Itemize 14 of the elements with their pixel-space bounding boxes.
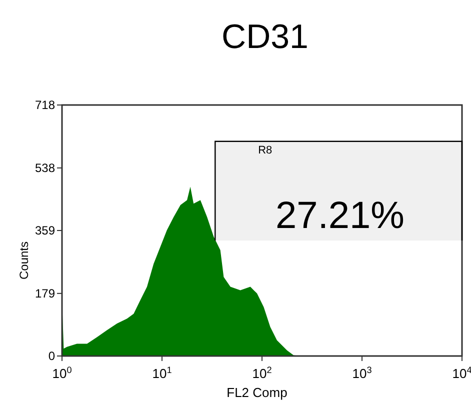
x-axis-title: FL2 Comp [226,385,288,400]
y-tick-label: 718 [34,98,56,112]
x-tick-label: 10$^{1}$ [152,365,172,381]
x-tick-label: 10$^{0}$ [52,365,72,381]
y-tick-label: 0 [48,349,56,363]
annotation: 27.21% [276,195,404,237]
x-tick-label: 10$^{2}$ [252,365,272,381]
y-tick-label: 359 [34,224,56,238]
x-tick-label: 10$^{3}$ [352,365,372,381]
band-label: R8 [258,144,272,156]
chart-title: CD31 [222,18,308,56]
y-axis-title: Counts [17,241,31,280]
y-tick-label: 538 [34,160,56,175]
y-tick-label: 179 [34,286,56,300]
